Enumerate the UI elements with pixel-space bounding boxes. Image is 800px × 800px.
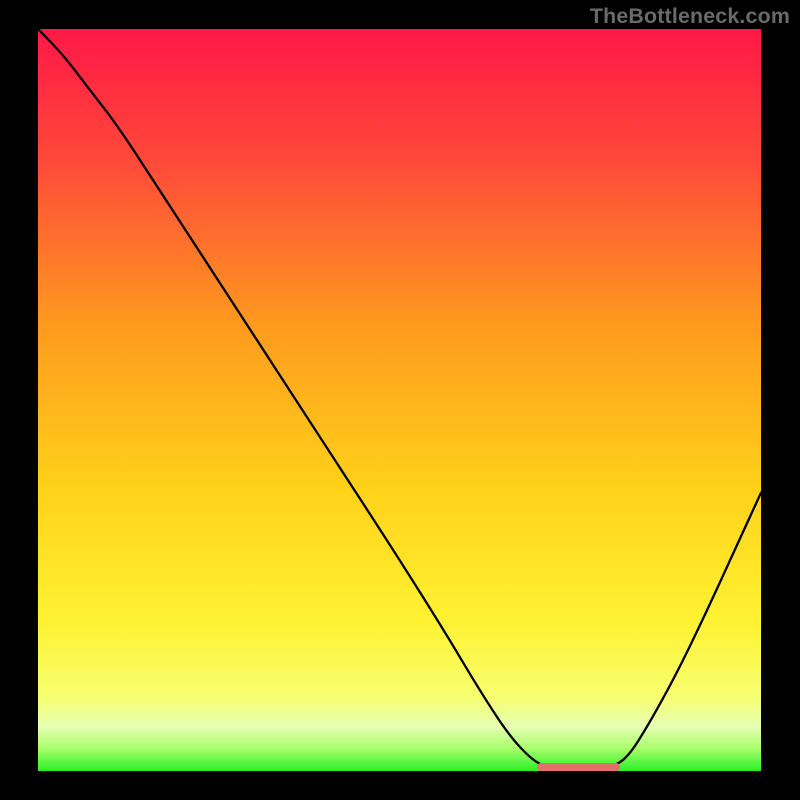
plot-area <box>38 29 761 771</box>
minimum-highlight <box>537 763 620 771</box>
watermark-text: TheBottleneck.com <box>590 4 790 29</box>
chart-stage: TheBottleneck.com <box>0 0 800 800</box>
curve-layer <box>38 29 761 771</box>
bottleneck-curve <box>38 29 761 771</box>
